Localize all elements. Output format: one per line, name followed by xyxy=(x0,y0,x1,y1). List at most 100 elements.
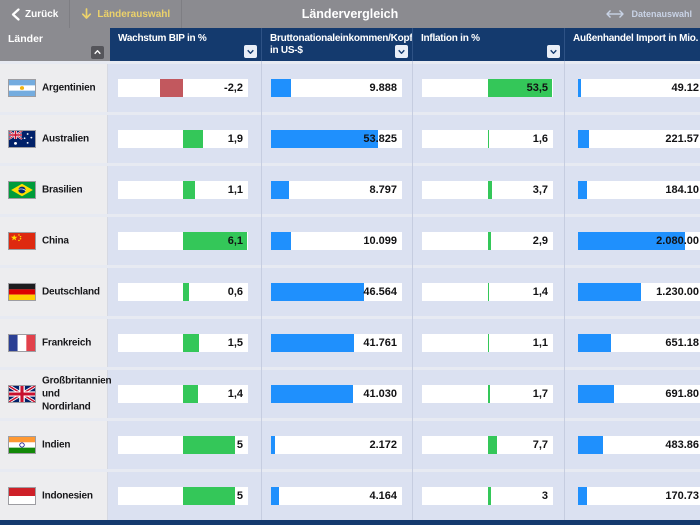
value-inflation: 3 xyxy=(541,490,548,502)
bar-track-bip: 1,5 xyxy=(118,334,248,352)
bar-track-inflation: 3 xyxy=(422,487,553,505)
value-gni: 53.825 xyxy=(363,133,397,145)
country-cell[interactable]: Brasilien xyxy=(0,166,108,214)
flag-br-icon xyxy=(8,181,36,199)
value-inflation: 2,9 xyxy=(532,235,548,247)
flag-cn-icon xyxy=(8,232,36,250)
column-header-bip[interactable]: Wachstum BIP in % xyxy=(110,28,261,61)
country-cell[interactable]: Deutschland xyxy=(0,268,108,316)
bar-track-gni: 9.888 xyxy=(271,79,402,97)
table-row[interactable]: Argentinien -2,2 9.888 53,5 49.12 xyxy=(0,61,700,112)
flag-id-icon xyxy=(8,487,36,505)
flag-au-icon xyxy=(8,130,36,148)
bar-import xyxy=(578,436,603,454)
back-button[interactable]: Zurück xyxy=(0,0,69,28)
sort-descending-button[interactable] xyxy=(244,45,257,58)
laender-header-label: Länder xyxy=(8,33,44,45)
bar-track-inflation: 1,1 xyxy=(422,334,553,352)
bar-gni xyxy=(271,436,276,454)
bar-inflation xyxy=(487,181,492,199)
value-inflation: 53,5 xyxy=(526,82,548,94)
column-header-laender[interactable]: Länder xyxy=(0,28,110,61)
column-divider xyxy=(412,61,413,520)
table-row[interactable]: Brasilien 1,1 8.797 3,7 184.10 xyxy=(0,163,700,214)
value-inflation: 1,6 xyxy=(532,133,548,145)
bar-inflation xyxy=(487,487,492,505)
sort-descending-button[interactable] xyxy=(395,45,408,58)
bar-bip xyxy=(183,283,190,301)
column-header-import[interactable]: Außenhandel Import in Mio. US-$ xyxy=(564,28,700,61)
bar-gni xyxy=(271,334,355,352)
table-row[interactable]: Frankreich 1,5 41.761 1,1 651.18 xyxy=(0,316,700,367)
bar-bip xyxy=(183,181,195,199)
bar-track-gni: 41.761 xyxy=(271,334,402,352)
bar-track-import: 221.57 xyxy=(578,130,700,148)
table-row[interactable]: Großbritannien und Nordirland 1,4 41.030 1,… xyxy=(0,367,700,418)
bar-bip xyxy=(159,79,183,97)
country-name: Argentinien xyxy=(42,82,96,94)
bar-gni xyxy=(271,232,292,250)
column-header-inflation[interactable]: Inflation in % xyxy=(412,28,564,61)
country-cell[interactable]: Indien xyxy=(0,421,108,469)
value-import: 1.230.00 xyxy=(656,286,699,298)
table-row[interactable]: China 6,1 10.099 2,9 2.080.00 xyxy=(0,214,700,265)
table-header-row: Länder Wachstum BIP in % Bruttonationalei… xyxy=(0,28,700,61)
column-divider xyxy=(261,61,262,520)
bar-inflation xyxy=(487,79,553,97)
country-name: Australien xyxy=(42,133,89,145)
datenauswahl-button[interactable]: Datenauswahl xyxy=(604,0,692,28)
bar-track-inflation: 7,7 xyxy=(422,436,553,454)
sort-descending-button[interactable] xyxy=(547,45,560,58)
value-bip: 1,9 xyxy=(227,133,243,145)
column-header-label: Wachstum BIP in % xyxy=(118,33,207,44)
country-name: Brasilien xyxy=(42,184,83,196)
column-divider xyxy=(564,61,565,520)
table-footer-strip xyxy=(0,520,700,525)
bar-track-gni: 46.564 xyxy=(271,283,402,301)
table-row[interactable]: Deutschland 0,6 46.564 1,4 1.230.00 xyxy=(0,265,700,316)
chevron-down-icon xyxy=(550,49,557,54)
value-import: 691.80 xyxy=(665,388,699,400)
bar-track-inflation: 1,7 xyxy=(422,385,553,403)
top-nav-bar: Zurück Länderauswahl Ländervergleich Dat… xyxy=(0,0,700,28)
bar-track-gni: 4.164 xyxy=(271,487,402,505)
bar-inflation xyxy=(487,283,490,301)
laenderauswahl-button[interactable]: Länderauswahl xyxy=(70,0,181,28)
country-cell[interactable]: Großbritannien und Nordirland xyxy=(0,370,112,418)
value-import: 184.10 xyxy=(665,184,699,196)
value-inflation: 1,1 xyxy=(532,337,548,349)
table-row[interactable]: Indonesien 5 4.164 3 170.73 xyxy=(0,469,700,520)
value-import: 2.080.00 xyxy=(656,235,699,247)
table-row[interactable]: Indien 5 2.172 7,7 483.86 xyxy=(0,418,700,469)
country-cell[interactable]: Frankreich xyxy=(0,319,108,367)
bar-import xyxy=(578,385,614,403)
value-import: 170.73 xyxy=(665,490,699,502)
country-cell[interactable]: China xyxy=(0,217,108,265)
arrows-left-right-icon xyxy=(606,10,625,18)
value-bip: 5 xyxy=(236,490,243,502)
bar-gni xyxy=(271,79,291,97)
bar-gni xyxy=(271,130,379,148)
value-gni: 4.164 xyxy=(369,490,397,502)
value-bip: 6,1 xyxy=(227,235,243,247)
bar-track-gni: 10.099 xyxy=(271,232,402,250)
country-cell[interactable]: Indonesien xyxy=(0,472,108,520)
bar-bip xyxy=(183,232,247,250)
bar-track-import: 2.080.00 xyxy=(578,232,700,250)
value-bip: 0,6 xyxy=(227,286,243,298)
chevron-left-icon xyxy=(11,7,20,21)
bar-track-bip: 0,6 xyxy=(118,283,248,301)
sort-ascending-button[interactable] xyxy=(91,46,104,59)
value-inflation: 1,7 xyxy=(532,388,548,400)
table-body: Argentinien -2,2 9.888 53,5 49.12 Australien 1… xyxy=(0,61,700,525)
back-button-label: Zurück xyxy=(25,8,59,20)
datenauswahl-button-label: Datenauswahl xyxy=(631,9,692,19)
country-name: Indonesien xyxy=(42,490,93,502)
bar-track-bip: 1,1 xyxy=(118,181,248,199)
column-header-gni[interactable]: Bruttonationaleinkommen/Kopf in US-$ xyxy=(261,28,413,61)
country-cell[interactable]: Argentinien xyxy=(0,64,108,112)
country-name: Deutschland xyxy=(42,286,100,298)
country-cell[interactable]: Australien xyxy=(0,115,108,163)
bar-bip xyxy=(183,487,236,505)
table-row[interactable]: Australien 1,9 53.825 1,6 221.57 xyxy=(0,112,700,163)
